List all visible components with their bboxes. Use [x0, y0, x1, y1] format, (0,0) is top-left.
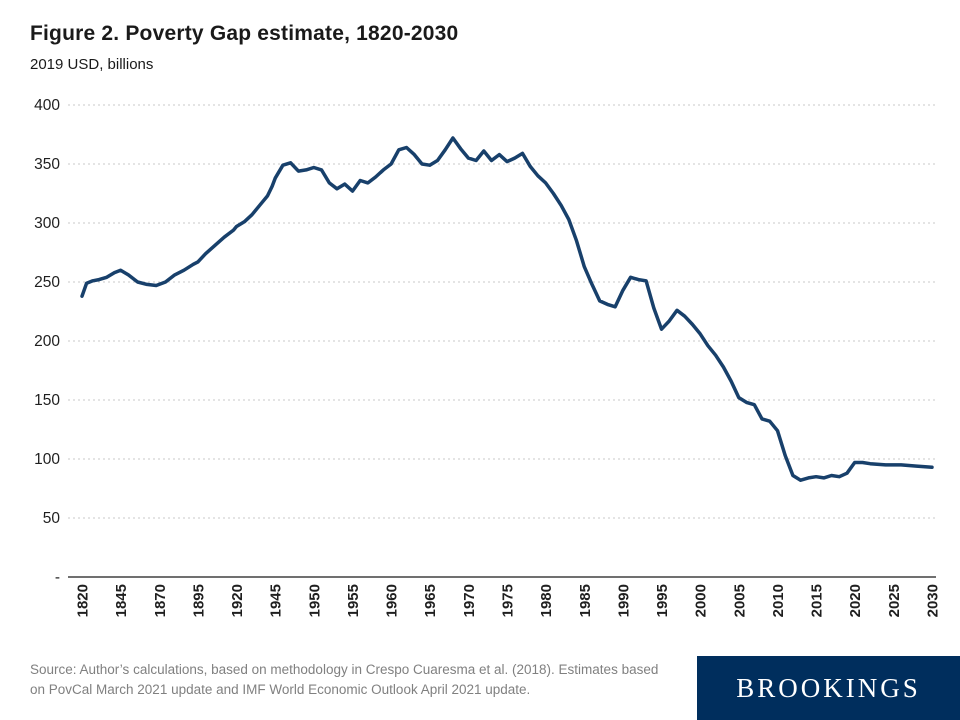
brookings-logo: BROOKINGS [697, 656, 960, 720]
source-note: Source: Author’s calculations, based on … [30, 662, 659, 698]
x-tick-label: 1895 [190, 584, 207, 617]
poverty-gap-line-series [80, 136, 934, 482]
y-tick-label: - [55, 569, 60, 586]
x-tick-label: 1950 [306, 584, 323, 617]
x-tick-label: 1820 [75, 584, 92, 617]
x-tick-label: 1870 [152, 584, 169, 617]
y-tick-label: 200 [34, 333, 60, 350]
y-tick-label: 400 [34, 97, 60, 114]
x-tick-label: 1975 [500, 584, 517, 617]
x-tick-label: 1990 [615, 584, 632, 617]
x-tick-label: 2020 [847, 584, 864, 617]
x-tick-label: 1995 [654, 584, 671, 617]
x-tick-label: 1965 [422, 584, 439, 617]
x-tick-label: 1920 [229, 584, 246, 617]
y-tick-label: 300 [34, 215, 60, 232]
x-tick-label: 2025 [886, 584, 903, 617]
x-tick-label: 1960 [384, 584, 401, 617]
y-tick-label: 150 [34, 392, 60, 409]
x-tick-label: 2010 [770, 584, 787, 617]
y-tick-label: 250 [34, 274, 60, 291]
x-tick-label: 2030 [925, 584, 942, 617]
chart-subtitle: 2019 USD, billions [30, 56, 154, 73]
x-tick-label: 2005 [731, 584, 748, 617]
y-tick-label: 100 [34, 451, 60, 468]
x-tick-label: 1955 [345, 584, 362, 617]
x-tick-label: 1985 [577, 584, 594, 617]
x-tick-label: 1980 [538, 584, 555, 617]
brookings-logo-text: BROOKINGS [736, 672, 921, 703]
poverty-gap-chart: - 50 100 150 200 250 300 350 400 1820 1845 1870 1895… [34, 97, 942, 617]
x-tick-label: 2000 [693, 584, 710, 617]
y-tick-label: 350 [34, 156, 60, 173]
x-tick-label: 1845 [113, 584, 130, 617]
y-tick-label: 50 [43, 510, 61, 527]
x-tick-label: 1945 [268, 584, 285, 617]
x-tick-label: 1970 [461, 584, 478, 617]
x-tick-label: 2015 [809, 584, 826, 617]
chart-title: Figure 2. Poverty Gap estimate, 1820-203… [30, 22, 459, 45]
